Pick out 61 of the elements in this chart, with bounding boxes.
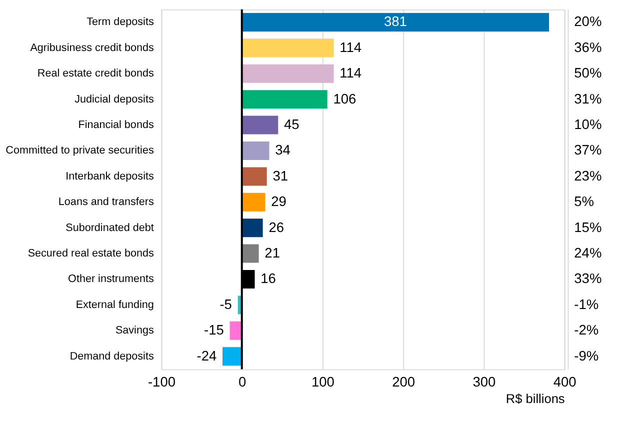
data-label: 106	[333, 91, 357, 106]
y-tick-label: Demand deposits	[70, 350, 154, 362]
x-axis-title: R$ billions	[506, 391, 565, 406]
bar	[242, 218, 263, 238]
bar	[242, 12, 550, 32]
bar	[230, 321, 242, 340]
text: -1%	[574, 296, 599, 312]
x-tick-label: 0	[238, 374, 247, 390]
y-tick-label: Financial bonds	[78, 118, 154, 131]
data-label: -24	[196, 348, 217, 364]
text: -2%	[574, 322, 599, 338]
y-tick-label: Interbank deposits	[66, 170, 154, 182]
data-label: 34	[275, 142, 291, 158]
data-label: 31	[272, 168, 288, 184]
text: 31%	[574, 91, 602, 106]
data-label: 114	[340, 40, 362, 55]
y-tick-label: Loans and transfers	[58, 196, 154, 208]
data-label: 381	[384, 14, 407, 30]
bar	[222, 347, 242, 366]
bar	[242, 167, 267, 186]
text: 37%	[574, 142, 602, 158]
text: 15%	[574, 220, 602, 235]
text: -9%	[574, 348, 599, 364]
data-label: 45	[284, 116, 300, 132]
x-tick-label: 200	[392, 374, 416, 390]
x-tick-label: -100	[148, 374, 176, 390]
text: 36%	[574, 40, 602, 55]
text: 10%	[574, 116, 602, 132]
y-tick-label: Agribusiness credit bonds	[30, 42, 154, 54]
data-label: -5	[220, 296, 232, 312]
x-tick-label: 100	[311, 374, 335, 390]
y-tick-label: Subordinated debt	[66, 222, 154, 234]
text: 50%	[574, 66, 602, 81]
y-tick-label: External funding	[76, 298, 154, 311]
y-tick-label: Other instruments	[68, 273, 154, 286]
text: 5%	[574, 194, 594, 210]
data-label: -15	[204, 322, 224, 338]
text: 23%	[574, 168, 602, 184]
data-label: 29	[271, 194, 286, 210]
y-tick-label: Judicial deposits	[74, 93, 154, 106]
x-tick-label: 400	[553, 374, 577, 390]
data-label: 114	[340, 66, 362, 81]
x-tick-label: 300	[472, 374, 496, 390]
data-label: 21	[264, 245, 280, 260]
text: 33%	[574, 271, 602, 286]
y-tick-label: Real estate credit bonds	[37, 68, 154, 80]
bar	[242, 192, 266, 212]
text: 24%	[574, 245, 602, 260]
text: 20%	[574, 14, 602, 30]
data-label: 26	[268, 220, 284, 235]
y-tick-label: Secured real estate bonds	[28, 248, 154, 260]
y-tick-label: Committed to private securities	[6, 144, 154, 157]
bar	[242, 141, 270, 160]
y-tick-label: Savings	[115, 324, 154, 337]
bar	[242, 116, 278, 134]
bar	[242, 38, 334, 58]
data-label: 16	[260, 271, 276, 286]
bar	[242, 244, 259, 263]
bar	[242, 64, 334, 83]
bar	[242, 90, 328, 109]
y-tick-label: Term deposits	[86, 16, 154, 28]
